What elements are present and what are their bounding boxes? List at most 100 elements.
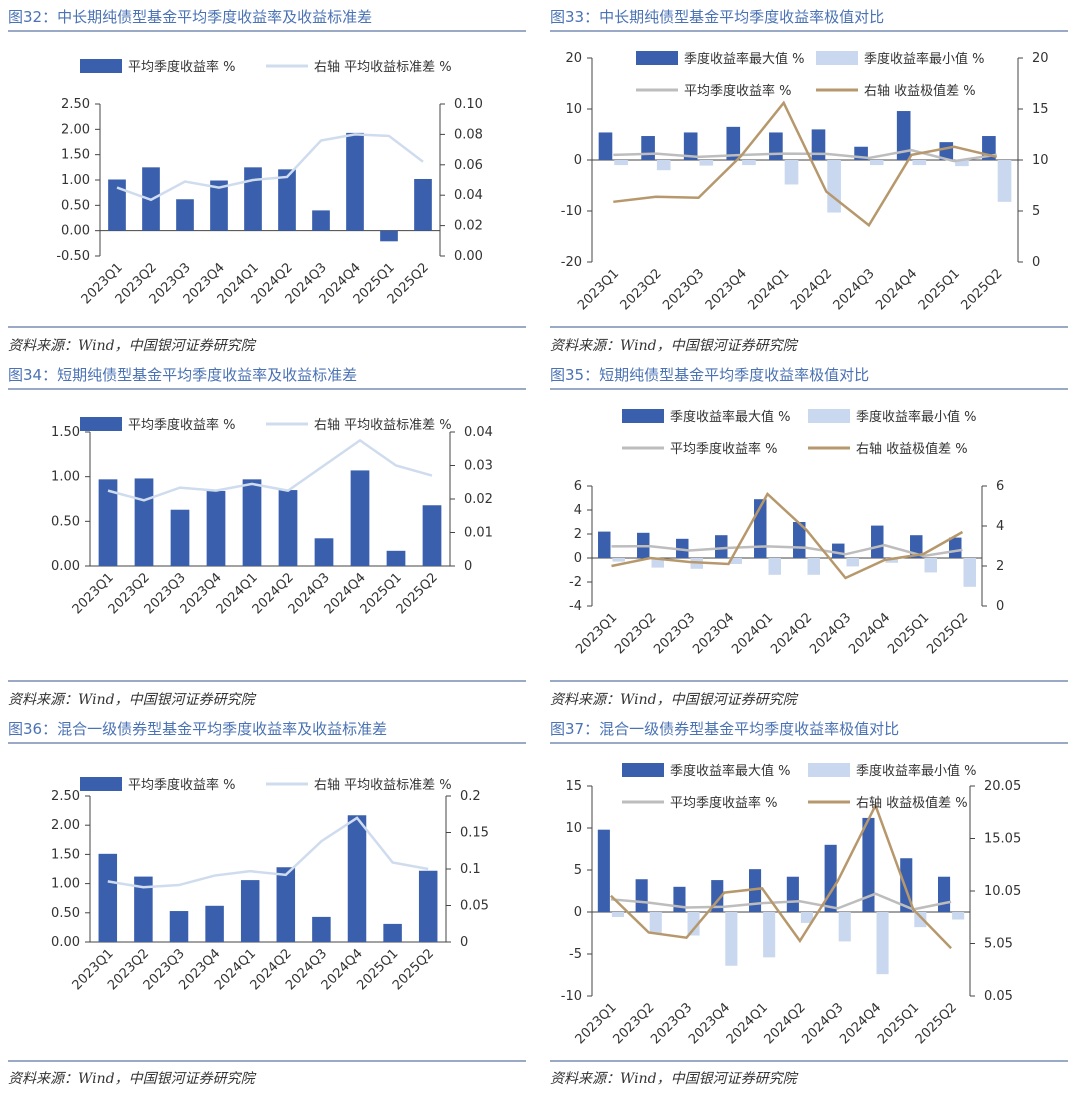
bar-min-return xyxy=(838,912,851,942)
bar-avg-return xyxy=(98,479,118,566)
line-range xyxy=(610,802,952,950)
left-tick-label: 2.00 xyxy=(61,122,90,137)
source-note: 资料来源：Wind，中国银河证券研究院 xyxy=(8,692,255,708)
bar-max-return xyxy=(726,126,741,160)
figure-title: 图34：短期纯债型基金平均季度收益率及收益标准差 xyxy=(8,366,358,384)
legend-swatch-bar xyxy=(636,51,678,65)
left-tick-label: -5 xyxy=(569,947,582,962)
bar-min-return xyxy=(763,912,776,958)
bar-min-return xyxy=(742,160,756,166)
bar-min-return xyxy=(651,558,664,568)
right-tick-label: 20 xyxy=(1032,51,1049,66)
category-label: 2025Q2 xyxy=(924,610,971,657)
bar-min-return xyxy=(725,912,738,966)
bar-avg-return xyxy=(312,210,330,231)
chart-fig34: 0.000.501.001.5000.010.020.030.042023Q12… xyxy=(51,417,493,617)
category-label: 2025Q1 xyxy=(885,610,932,657)
bar-min-return xyxy=(729,558,742,564)
right-tick-label: 0.00 xyxy=(454,249,483,264)
left-tick-label: 2.50 xyxy=(61,97,90,112)
line-range xyxy=(611,492,964,580)
figure-34: 图34：短期纯债型基金平均季度收益率及收益标准差 0.00 0.50 1.00 1.5… xyxy=(8,364,526,714)
legend-label: 平均季度收益率 % xyxy=(128,777,236,793)
category-label: 2024Q1 xyxy=(729,610,776,657)
right-tick-label: 20.05 xyxy=(984,779,1021,794)
bar-avg-return xyxy=(383,923,402,942)
legend-label: 季度收益率最小值 % xyxy=(856,409,977,425)
right-tick-label: 0 xyxy=(996,599,1004,614)
category-label: 2023Q3 xyxy=(660,266,707,313)
bar-min-return xyxy=(912,160,927,166)
legend-label: 右轴 收益极值差 % xyxy=(856,795,968,811)
figure-title: 图35：短期纯债型基金平均季度收益率极值对比 xyxy=(550,366,870,384)
bar-avg-return xyxy=(276,867,296,942)
figure-33: 图33：中长期纯债型基金平均季度收益率极值对比 -20 -10 0 10 20 0 5 10 1… xyxy=(550,6,1068,356)
legend-label: 平均季度收益率 % xyxy=(684,83,792,99)
line-std xyxy=(116,133,424,202)
legend-label: 季度收益率最大值 % xyxy=(684,51,805,67)
bar-min-return xyxy=(768,558,781,575)
source-note: 资料来源：Wind，中国银河证券研究院 xyxy=(8,1071,255,1087)
legend-label: 右轴 收益极值差 % xyxy=(856,441,968,457)
bar-avg-return xyxy=(206,490,226,566)
legend-swatch-bar xyxy=(622,763,664,777)
right-tick-label: 15.05 xyxy=(984,832,1021,847)
left-tick-label: 1.00 xyxy=(51,877,80,892)
bar-max-return xyxy=(676,538,689,558)
right-tick-label: 0 xyxy=(464,559,472,574)
left-tick-label: 5 xyxy=(574,863,582,878)
bar-min-return xyxy=(649,912,662,934)
bar-avg-return xyxy=(240,880,260,942)
legend-label: 右轴 平均收益标准差 % xyxy=(314,60,452,75)
bar-avg-return xyxy=(170,509,190,566)
figure-36: 图36：混合一级债券型基金平均季度收益率及收益标准差 0.00 0.50 1.00 1… xyxy=(8,718,526,1090)
bar-avg-return xyxy=(205,905,224,942)
left-tick-label: 0 xyxy=(574,153,582,168)
left-tick-label: 0.00 xyxy=(51,559,80,574)
chart-fig37: -10-50510150.055.0510.0515.0520.052023Q1… xyxy=(561,763,1021,1047)
bar-min-return xyxy=(869,160,884,166)
bar-min-return xyxy=(876,912,889,975)
legend-swatch-bar-min xyxy=(808,763,850,777)
bar-avg-return xyxy=(108,179,126,231)
bar-min-return xyxy=(963,558,976,587)
category-label: 2024Q4 xyxy=(873,266,920,313)
bar-min-return xyxy=(827,160,841,213)
right-tick-label: 15 xyxy=(1032,102,1049,117)
bar-max-return xyxy=(896,111,911,160)
left-tick-label: 20 xyxy=(565,51,582,66)
bar-avg-return xyxy=(244,167,262,231)
source-rule xyxy=(550,680,1068,682)
category-label: 2024Q1 xyxy=(745,266,792,313)
right-tick-label: 0.01 xyxy=(464,526,493,541)
bar-avg-return xyxy=(422,505,442,566)
right-tick-label: 0 xyxy=(1032,255,1040,270)
left-tick-label: 2 xyxy=(574,527,582,542)
title-rule xyxy=(550,388,1068,390)
category-label: 2024Q4 xyxy=(846,610,893,657)
bar-avg-return xyxy=(278,169,296,231)
category-label: 2024Q3 xyxy=(807,610,854,657)
right-tick-label: 0.05 xyxy=(460,899,489,914)
bar-max-return xyxy=(871,525,884,558)
right-tick-label: 0.10 xyxy=(454,97,483,112)
left-tick-label: -4 xyxy=(569,599,582,614)
category-label: 2023Q2 xyxy=(618,266,665,313)
right-tick-label: 0.05 xyxy=(984,989,1013,1004)
bar-avg-return xyxy=(176,199,194,231)
bar-max-return xyxy=(749,869,762,912)
left-tick-label: 10 xyxy=(565,102,582,117)
category-label: 2023Q1 xyxy=(575,266,622,313)
bar-min-return xyxy=(952,912,965,920)
left-tick-label: 1.00 xyxy=(61,173,90,188)
legend-swatch-bar xyxy=(80,417,122,431)
bar-min-return xyxy=(924,558,937,573)
bar-avg-return xyxy=(134,876,153,942)
bar-max-return xyxy=(811,129,826,160)
left-tick-label: -10 xyxy=(561,989,582,1004)
legend-label: 季度收益率最大值 % xyxy=(670,763,791,779)
bar-min-return xyxy=(885,558,898,563)
line-avg-return xyxy=(611,543,963,558)
legend-label: 平均季度收益率 % xyxy=(670,441,778,457)
bar-max-return xyxy=(786,876,799,912)
